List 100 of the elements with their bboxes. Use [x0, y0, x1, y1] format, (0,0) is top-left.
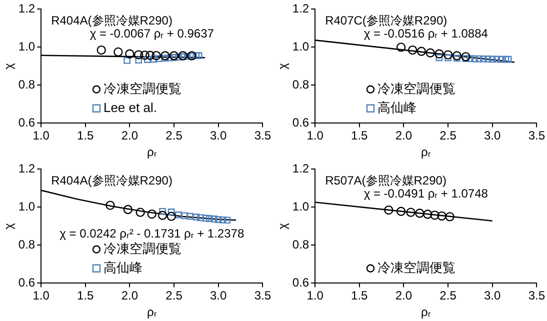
y-tick-label: 1.2	[18, 2, 36, 16]
point	[168, 208, 175, 216]
x-tick-label: 1.0	[306, 288, 324, 303]
point	[502, 56, 510, 63]
x-tick-label: 2.5	[440, 128, 457, 143]
point	[175, 54, 182, 61]
point	[96, 45, 106, 55]
x-tick-label: 3.5	[254, 288, 272, 303]
x-tick-label: 3.5	[528, 288, 546, 303]
point	[124, 57, 130, 64]
point	[406, 208, 416, 217]
legend-label: Lee et al.	[103, 100, 157, 115]
x-tick-label: 3.0	[210, 128, 228, 143]
point	[106, 200, 115, 210]
point	[192, 214, 200, 221]
x-tick-label: 2.5	[440, 288, 457, 303]
point	[181, 212, 188, 220]
annotation: χ = 0.0242 ρᵣ² - 0.1731 ρᵣ + 1.2378	[60, 226, 244, 240]
point	[170, 54, 178, 61]
x-tick-label: 1.5	[351, 128, 368, 143]
point	[476, 55, 482, 62]
point	[175, 211, 182, 218]
point	[466, 55, 474, 62]
point	[224, 216, 231, 224]
point	[186, 212, 194, 220]
x-tick-label: 1.0	[32, 128, 50, 143]
y-axis-title: χ	[276, 222, 290, 230]
point	[443, 50, 453, 60]
legend-label: 冷凍空調便覧	[377, 80, 456, 96]
x-tick-label: 1.5	[351, 288, 368, 303]
x-tick-label: 2.0	[121, 128, 138, 143]
x-tick-label: 2.5	[166, 128, 183, 143]
x-tick-label: 1.5	[77, 288, 94, 303]
point	[195, 52, 202, 59]
point	[150, 56, 158, 63]
point	[504, 56, 512, 63]
point	[146, 50, 155, 60]
point	[430, 210, 440, 220]
point	[166, 54, 174, 62]
point	[434, 49, 444, 58]
x-axis-title: ρᵣ	[147, 145, 157, 160]
point	[396, 206, 406, 216]
point	[197, 214, 204, 222]
legend-label: 冷凍空調便覧	[377, 260, 456, 275]
y-tick-label: 1.0	[292, 200, 310, 214]
y-tick-label: 0.8	[18, 238, 36, 252]
y-tick-label: 0.6	[18, 116, 36, 130]
point	[210, 216, 218, 222]
legend-label: 高仙峰	[103, 260, 142, 275]
chart-title: R507A(参照冷媒R290)	[325, 174, 446, 188]
x-tick-label: 2.0	[395, 128, 412, 143]
y-tick-label: 0.6	[292, 116, 310, 130]
point	[423, 210, 432, 219]
x-axis-title: ρᵣ	[421, 305, 431, 320]
y-tick-label: 1.0	[18, 40, 36, 54]
point	[462, 55, 470, 62]
chart-title: R407C(参照冷媒R290)	[325, 14, 448, 28]
y-tick-label: 1.2	[18, 162, 36, 176]
point	[437, 211, 446, 221]
point	[484, 56, 492, 62]
x-tick-label: 3.0	[210, 288, 228, 303]
point	[445, 212, 454, 222]
point	[166, 212, 176, 221]
point	[461, 52, 470, 62]
point	[135, 56, 142, 64]
x-tick-label: 2.0	[395, 288, 412, 303]
point	[136, 208, 145, 217]
point	[480, 56, 487, 62]
y-tick-label: 1.2	[292, 2, 310, 16]
point	[416, 46, 426, 56]
point	[396, 42, 406, 52]
y-tick-label: 1.0	[292, 40, 310, 54]
legend-label: 高仙峰	[377, 100, 416, 115]
point	[114, 47, 123, 57]
x-axis-title: ρᵣ	[147, 305, 157, 320]
point	[498, 56, 505, 63]
chart-title: R404A(参照冷媒R290)	[51, 14, 172, 28]
y-tick-label: 0.8	[292, 78, 310, 92]
y-tick-label: 0.6	[18, 276, 36, 290]
y-tick-label: 1.0	[18, 200, 36, 214]
point	[169, 51, 179, 60]
y-tick-label: 1.2	[292, 162, 310, 176]
point	[219, 216, 226, 224]
point	[152, 50, 161, 60]
x-tick-label: 3.5	[528, 128, 546, 143]
x-tick-label: 1.5	[77, 128, 94, 143]
annotation: χ = -0.0491 ρᵣ + 1.0748	[364, 186, 488, 201]
y-axis-title: χ	[2, 222, 16, 230]
y-tick-label: 0.8	[292, 238, 310, 252]
point	[158, 210, 168, 220]
y-axis-title: χ	[276, 62, 290, 70]
point	[123, 204, 133, 214]
point	[144, 56, 151, 63]
point	[426, 48, 435, 58]
x-tick-label: 2.5	[166, 288, 183, 303]
point	[192, 52, 200, 60]
point	[384, 205, 394, 215]
point	[202, 214, 210, 222]
legend-label: 冷凍空調便覧	[103, 80, 182, 96]
x-tick-label: 3.0	[484, 288, 502, 303]
